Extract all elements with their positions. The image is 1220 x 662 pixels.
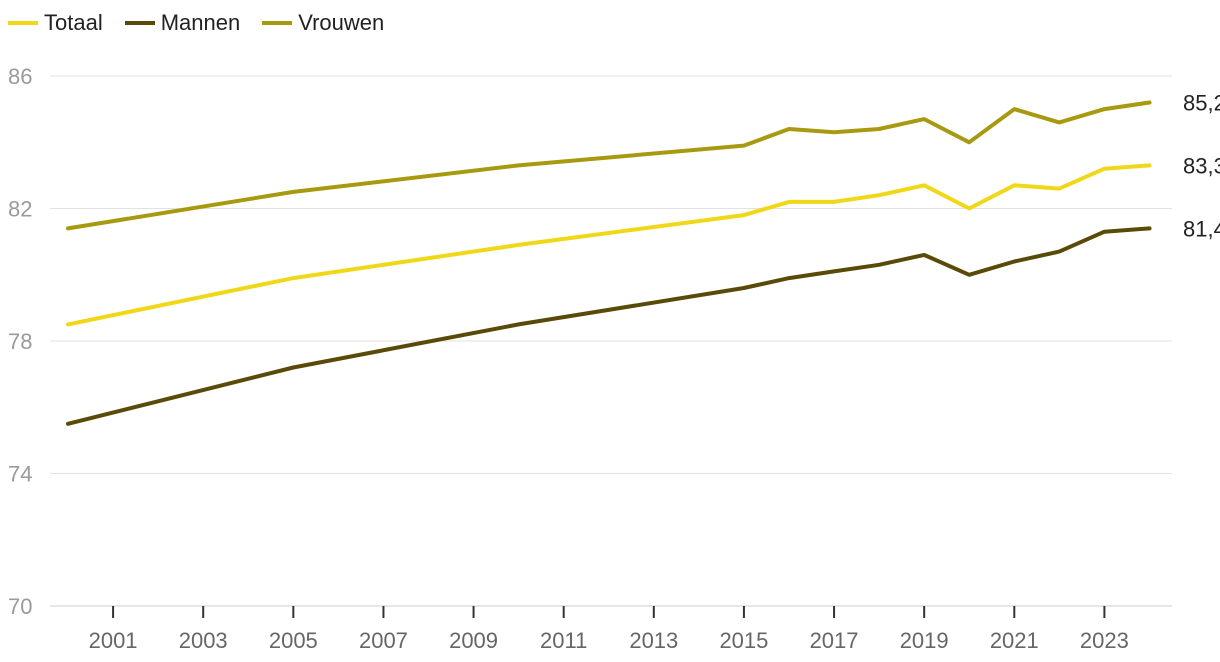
y-tick-label: 78 xyxy=(8,329,32,354)
x-tick-label: 2011 xyxy=(540,628,587,653)
x-tick-label: 2005 xyxy=(269,628,318,653)
x-tick-label: 2015 xyxy=(719,628,768,653)
series-line-mannen xyxy=(66,226,1152,426)
series-line-vrouwen xyxy=(66,100,1152,231)
legend-swatch-mannen xyxy=(124,21,155,25)
x-tick-label: 2021 xyxy=(990,628,1039,653)
legend-item-totaal: Totaal xyxy=(8,10,103,36)
x-tick-label: 2009 xyxy=(449,628,498,653)
series-line-totaal xyxy=(66,163,1152,327)
legend-swatch-vrouwen xyxy=(262,21,293,25)
legend-label-totaal: Totaal xyxy=(44,10,103,35)
x-tick-label: 2003 xyxy=(179,628,228,653)
y-tick-label: 74 xyxy=(8,462,32,487)
x-tick-label: 2017 xyxy=(810,628,859,653)
y-tick-label: 70 xyxy=(8,594,32,619)
end-label-vrouwen: 85,2 xyxy=(1183,91,1220,116)
legend-swatch-totaal xyxy=(8,21,38,25)
legend-item-mannen: Mannen xyxy=(124,10,241,36)
x-tick-label: 2013 xyxy=(629,628,678,653)
legend-label-mannen: Mannen xyxy=(160,10,241,35)
x-tick-label: 2019 xyxy=(900,628,949,653)
chart-legend: Totaal Mannen Vrouwen xyxy=(8,10,406,36)
end-label-mannen: 81,4 xyxy=(1183,216,1220,241)
x-tick-label: 2007 xyxy=(359,628,408,653)
x-tick-label: 2023 xyxy=(1080,628,1129,653)
x-tick-label: 2001 xyxy=(89,628,138,653)
legend-item-vrouwen: Vrouwen xyxy=(262,10,384,36)
y-tick-label: 86 xyxy=(8,64,32,89)
end-label-totaal: 83,3 xyxy=(1183,153,1220,178)
legend-label-vrouwen: Vrouwen xyxy=(298,10,385,35)
y-tick-label: 82 xyxy=(8,197,32,222)
